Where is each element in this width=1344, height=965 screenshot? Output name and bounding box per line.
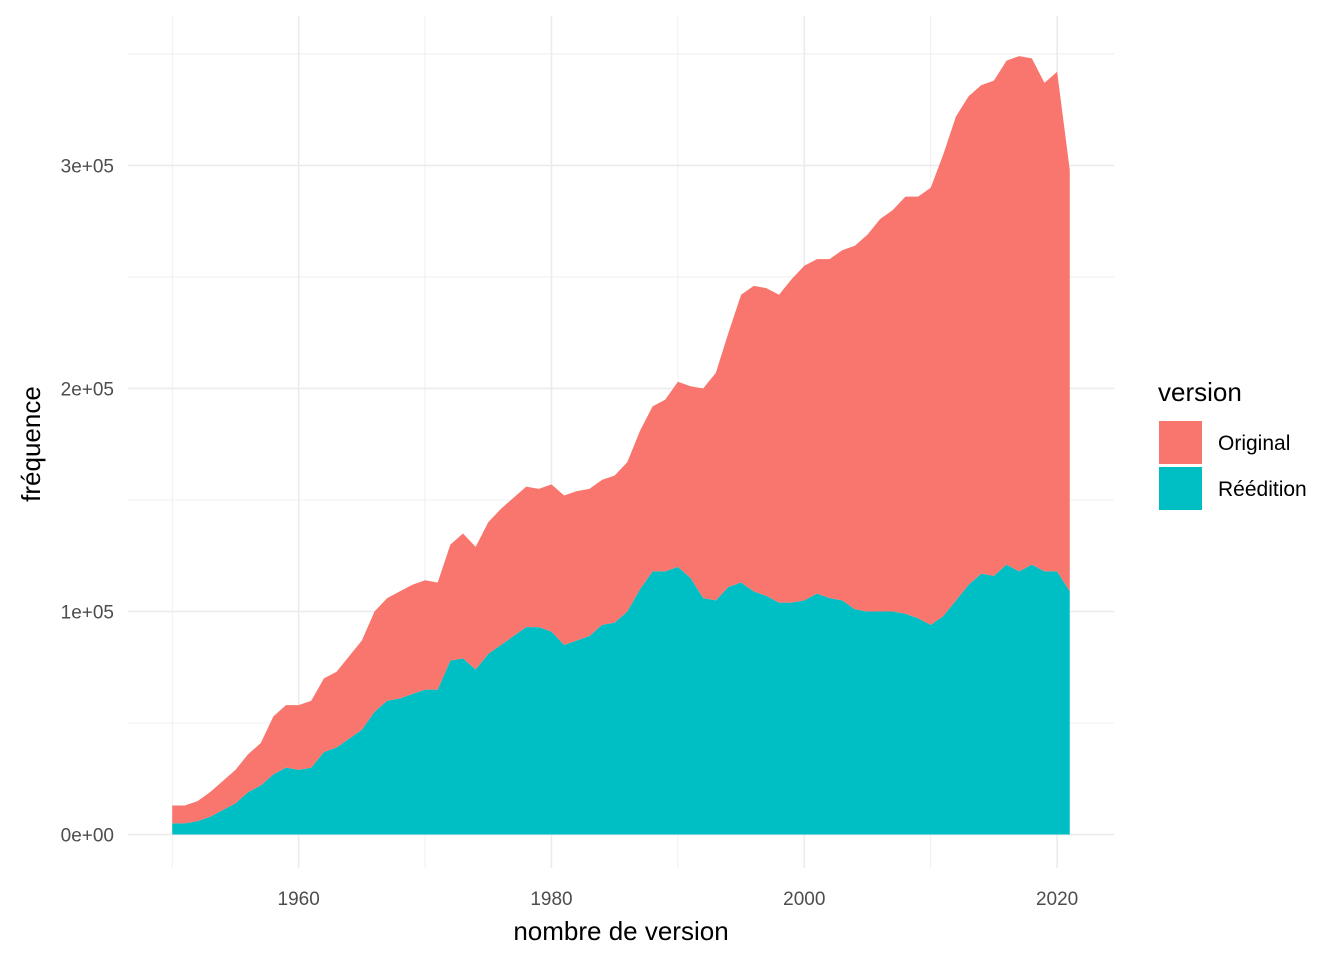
legend-label: Réédition — [1218, 478, 1307, 501]
legend-key-original — [1159, 421, 1202, 464]
x-tick-label: 2000 — [783, 889, 825, 910]
x-tick-label: 1980 — [530, 889, 572, 910]
y-tick-label: 0e+00 — [61, 826, 114, 847]
y-tick-label: 1e+05 — [61, 603, 114, 624]
x-axis-title: nombre de version — [513, 916, 728, 946]
y-axis-title: fréquence — [16, 386, 46, 502]
legend-key-reedition — [1159, 467, 1202, 510]
area-reedition — [172, 564, 1070, 835]
axes: 1960 1980 2000 2020 0e+00 1e+05 2e+05 3e+05 — [61, 156, 1079, 910]
legend-label: Original — [1218, 432, 1290, 455]
y-tick-label: 2e+05 — [61, 379, 114, 400]
x-tick-label: 1960 — [278, 889, 320, 910]
y-tick-label: 3e+05 — [61, 156, 114, 177]
x-tick-label: 2020 — [1036, 889, 1078, 910]
area-original — [172, 56, 1070, 824]
legend: version Original Réédition — [1158, 377, 1307, 510]
legend-title: version — [1158, 377, 1242, 407]
stacked-areas — [172, 56, 1070, 835]
